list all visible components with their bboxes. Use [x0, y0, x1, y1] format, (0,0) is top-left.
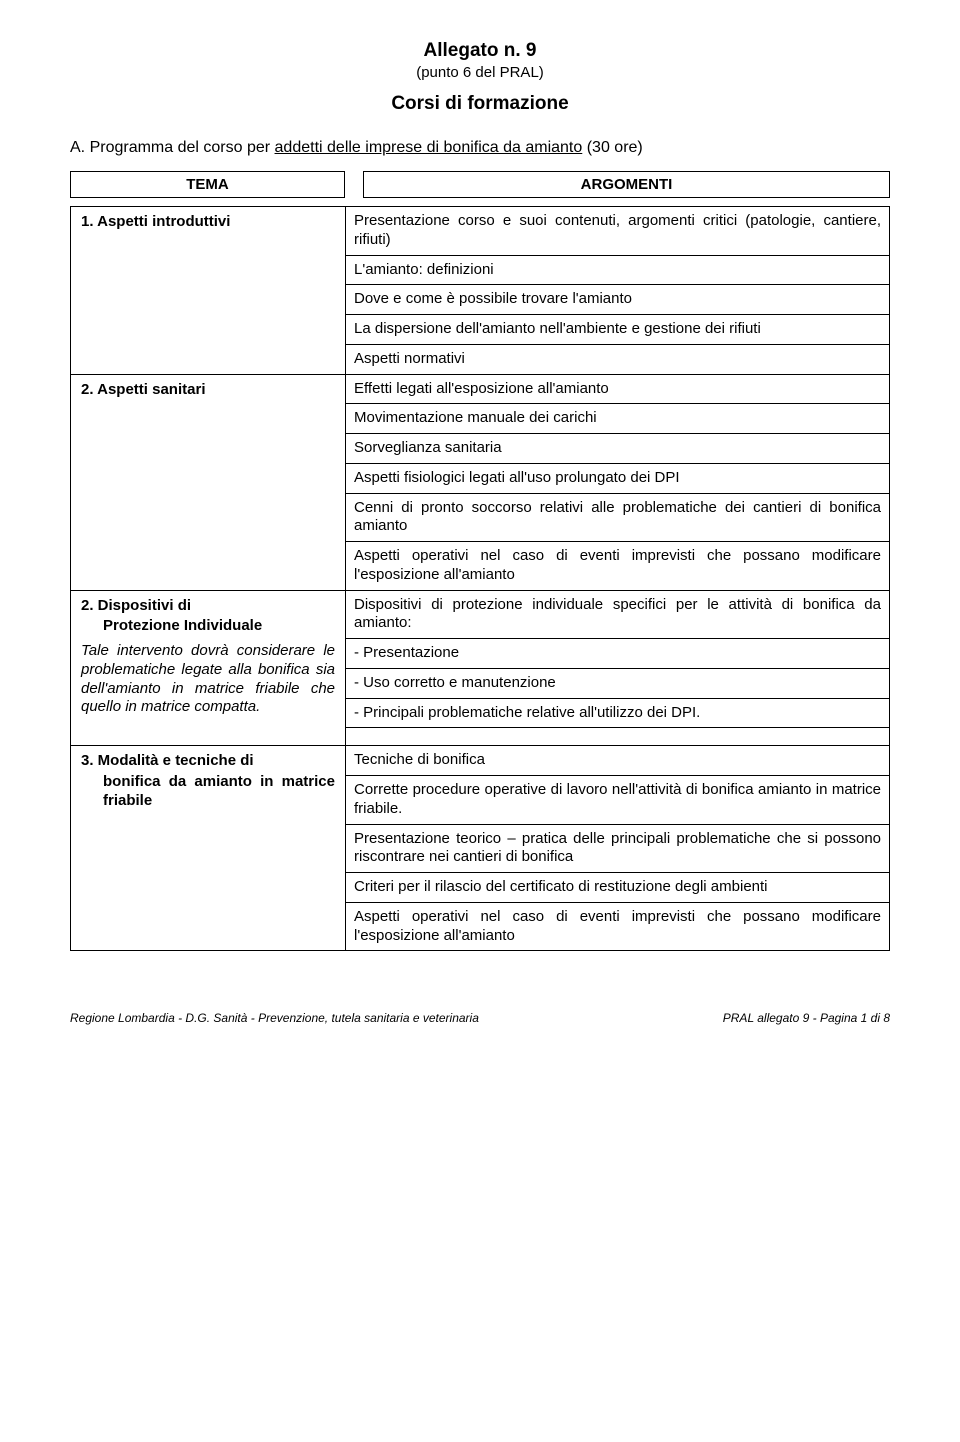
header-argomenti: ARGOMENTI — [363, 171, 890, 198]
section-title: Corsi di formazione — [70, 93, 890, 115]
arg-cell: Aspetti normativi — [346, 344, 890, 374]
arg-cell: Aspetti fisiologici legati all'uso prolu… — [346, 463, 890, 493]
arg-cell: L'amianto: definizioni — [346, 255, 890, 285]
table-row: 1. Aspetti introduttivi Presentazione co… — [71, 207, 890, 256]
course-suffix: (30 ore) — [582, 139, 642, 156]
tema-cell-3: 2. Dispositivi di Protezione Individuale… — [71, 590, 346, 746]
course-heading: A. Programma del corso per addetti delle… — [70, 139, 890, 157]
footer-right: PRAL allegato 9 - Pagina 1 di 8 — [723, 1011, 890, 1025]
table-row: 2. Aspetti sanitari Effetti legati all'e… — [71, 374, 890, 404]
doc-subtitle: (punto 6 del PRAL) — [70, 64, 890, 81]
arg-cell: Corrette procedure operative di lavoro n… — [346, 776, 890, 825]
course-underlined: addetti delle imprese di bonifica da ami… — [275, 139, 583, 156]
table-row: 3. Modalità e tecniche di bonifica da am… — [71, 746, 890, 776]
arg-cell: Movimentazione manuale dei carichi — [346, 404, 890, 434]
arg-cell — [346, 728, 890, 746]
arg-cell: Presentazione teorico – pratica delle pr… — [346, 824, 890, 873]
arg-cell: Dove e come è possibile trovare l'amiant… — [346, 285, 890, 315]
arg-cell: Cenni di pronto soccorso relativi alle p… — [346, 493, 890, 542]
course-prefix: A. Programma del corso per — [70, 139, 275, 156]
tema-2-heading: 2. Aspetti sanitari — [81, 381, 335, 400]
arg-cell: Effetti legati all'esposizione all'amian… — [346, 374, 890, 404]
table-row: 2. Dispositivi di Protezione Individuale… — [71, 590, 890, 639]
arg-cell: Aspetti operativi nel caso di eventi imp… — [346, 542, 890, 591]
arg-cell: Dispositivi di protezione individuale sp… — [346, 590, 890, 639]
tema-cell-4: 3. Modalità e tecniche di bonifica da am… — [71, 746, 346, 951]
arg-cell: Presentazione corso e suoi contenuti, ar… — [346, 207, 890, 256]
arg-cell: Aspetti operativi nel caso di eventi imp… — [346, 902, 890, 951]
tema-3-body: Tale intervento dovrà considerare le pro… — [81, 642, 335, 717]
arg-cell: - Principali problematiche relative all'… — [346, 698, 890, 728]
footer-left: Regione Lombardia - D.G. Sanità - Preven… — [70, 1011, 479, 1025]
tema-3-heading-line2: Protezione Individuale — [81, 617, 335, 636]
arg-cell: Tecniche di bonifica — [346, 746, 890, 776]
doc-title: Allegato n. 9 — [70, 40, 890, 62]
tema-4-heading-line2: bonifica da amianto in matrice friabile — [81, 773, 335, 811]
tema-cell-1: 1. Aspetti introduttivi — [71, 207, 346, 375]
tema-1-heading: 1. Aspetti introduttivi — [81, 213, 335, 232]
content-table: 1. Aspetti introduttivi Presentazione co… — [70, 206, 890, 951]
arg-cell: - Uso corretto e manutenzione — [346, 668, 890, 698]
tema-3-heading-line1: 2. Dispositivi di — [81, 597, 335, 616]
arg-cell: - Presentazione — [346, 639, 890, 669]
arg-cell: Criteri per il rilascio del certificato … — [346, 873, 890, 903]
tema-cell-2: 2. Aspetti sanitari — [71, 374, 346, 590]
arg-cell: Sorveglianza sanitaria — [346, 434, 890, 464]
page-footer: Regione Lombardia - D.G. Sanità - Preven… — [70, 1011, 890, 1025]
table-header-row: TEMA ARGOMENTI — [70, 171, 890, 198]
arg-cell: La dispersione dell'amianto nell'ambient… — [346, 315, 890, 345]
tema-4-heading-line1: 3. Modalità e tecniche di — [81, 752, 335, 771]
header-tema: TEMA — [70, 171, 345, 198]
